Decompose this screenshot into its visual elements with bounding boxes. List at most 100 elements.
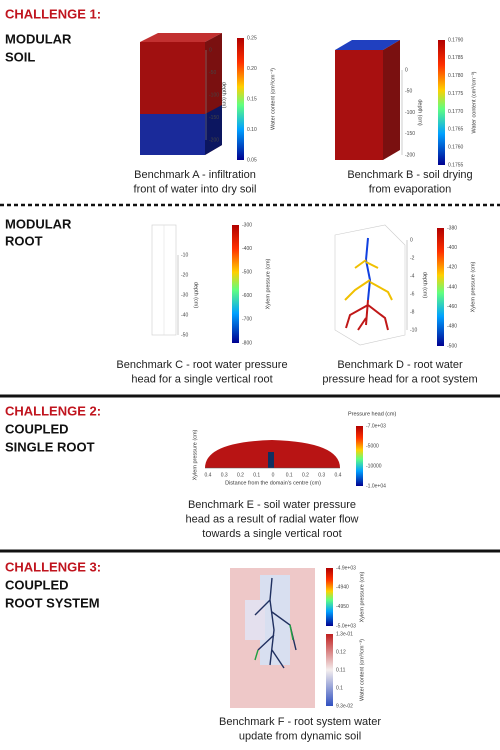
colorbar-tick-label: -7.0e+03 — [366, 423, 386, 429]
caption: from evaporation — [369, 183, 452, 195]
axis-tick-label: -20 — [181, 272, 188, 278]
axis-label: depth (cm) — [193, 282, 199, 308]
section-heading: CHALLENGE 1: — [5, 6, 101, 21]
colorbar-tick-label: -4.9e+03 — [336, 565, 356, 571]
colorbar-label: Water content (cm³/cm⁻³) — [471, 71, 477, 133]
colorbar-tick-label: -4940 — [336, 585, 349, 591]
colorbar-tick-label: 0.1790 — [448, 37, 464, 43]
colorbar-tick-label: 0.10 — [247, 127, 257, 133]
colorbar — [232, 225, 239, 343]
axis-tick-label: 0.2 — [302, 472, 309, 478]
axis-label: depth (cm) — [417, 99, 423, 125]
colorbar-tick-label: -500 — [447, 343, 457, 349]
colorbar-tick-label: -1.0e+04 — [366, 483, 386, 489]
axis-tick-label: -10 — [410, 327, 417, 333]
section-heading: ROOT SYSTEM — [5, 595, 100, 610]
colorbar-tick-label: -5.0e+03 — [336, 623, 356, 629]
axis-tick-label: -50 — [181, 332, 188, 338]
axis-tick-label: 0.4 — [205, 472, 212, 478]
colorbar-tick-label: 0.11 — [336, 667, 346, 673]
axis-tick-label: 0.3 — [221, 472, 228, 478]
colorbar-tick-label: -600 — [242, 293, 252, 299]
colorbar-tick-label: -380 — [447, 225, 457, 231]
colorbar-tick-label: 0.15 — [247, 96, 257, 102]
caption: towards a single vertical root — [202, 528, 341, 540]
section-heading: SINGLE ROOT — [5, 439, 95, 454]
axis-tick-label: -8 — [410, 309, 415, 315]
colorbar-tick-label: -300 — [242, 222, 252, 228]
colorbar-tick-label: 0.05 — [247, 157, 257, 163]
colorbar-tick-label: 0.1 — [336, 685, 343, 691]
axis-tick-label: -10 — [181, 252, 188, 258]
colorbar-tick-label: 0.1755 — [448, 162, 464, 168]
caption: pressure head for a root system — [322, 373, 477, 385]
axis-tick-label: -150 — [209, 115, 219, 121]
colorbar-tick-label: -5000 — [366, 443, 379, 449]
colorbar — [326, 634, 333, 706]
axis-tick-label: -200 — [405, 152, 415, 158]
axis-tick-label: -30 — [181, 292, 188, 298]
axis-tick-label: 0.1 — [253, 472, 260, 478]
colorbar-tick-label: 1.3e-01 — [336, 631, 353, 637]
colorbar-tick-label: 0.1760 — [448, 144, 464, 150]
caption: head as a result of radial water flow — [185, 513, 358, 525]
caption: Benchmark A - infiltration — [134, 169, 256, 181]
colorbar-tick-label: -400 — [447, 245, 457, 251]
axis-tick-label: 0.1 — [286, 472, 293, 478]
caption: Benchmark D - root water — [337, 359, 463, 371]
colorbar — [356, 426, 363, 486]
axis-label: depth (cm) — [422, 272, 428, 298]
section-heading: CHALLENGE 3: — [5, 559, 101, 574]
colorbar — [237, 38, 244, 160]
axis-tick-label: -200 — [209, 137, 219, 143]
colorbar-label: Pressure head (cm) — [348, 411, 396, 417]
axis-tick-label: 0.3 — [318, 472, 325, 478]
colorbar-label: Xylem pressure (cm) — [265, 258, 271, 309]
colorbar-tick-label: -4950 — [336, 604, 349, 610]
colorbar-label: Xylem pressure (cm) — [359, 571, 365, 622]
axis-tick-label: -100 — [209, 92, 219, 98]
axis-tick-label: 0.2 — [237, 472, 244, 478]
colorbar-tick-label: -800 — [242, 340, 252, 346]
colorbar-label: Xylem pressure (cm) — [470, 261, 476, 312]
colorbar-tick-label: 0.1765 — [448, 127, 464, 133]
axis-label: depth (cm) — [221, 82, 227, 108]
axis-tick-label: -150 — [405, 131, 415, 137]
axis-tick-label: 0 — [410, 237, 413, 243]
colorbar-label: Water content (cm³/cm⁻³) — [270, 68, 276, 130]
colorbar-tick-label: -420 — [447, 265, 457, 271]
axis-tick-label: -50 — [209, 70, 216, 76]
axis-label: Distance from the domain's centre (cm) — [225, 480, 321, 486]
axis-tick-label: -6 — [410, 291, 415, 297]
figures — [140, 33, 406, 708]
section-heading: CHALLENGE 2: — [5, 403, 101, 418]
colorbar-tick-label: 0.1775 — [448, 91, 464, 97]
side-label: Xylem pressure (cm) — [192, 429, 198, 480]
section-heading: SOIL — [5, 49, 35, 64]
axis-tick-label: 0 — [209, 47, 212, 53]
section-heading: COUPLED — [5, 421, 69, 436]
caption: Benchmark E - soil water pressure — [188, 499, 356, 511]
axis-tick-label: -4 — [410, 273, 415, 279]
colorbar-tick-label: 0.1770 — [448, 109, 464, 115]
caption: head for a single vertical root — [131, 373, 272, 385]
caption: front of water into dry soil — [134, 183, 257, 195]
section-heading: MODULAR — [5, 31, 72, 46]
caption: Benchmark F - root system water — [219, 716, 381, 728]
section-heading: COUPLED — [5, 577, 69, 592]
caption: Benchmark B - soil drying — [347, 169, 472, 181]
colorbar-tick-label: -480 — [447, 324, 457, 330]
section-heading: MODULAR — [5, 216, 72, 231]
colorbar-tick-label: 0.12 — [336, 649, 346, 655]
colorbar-tick-label: -400 — [242, 246, 252, 252]
axis-tick-label: -50 — [405, 89, 412, 95]
colorbar-tick-label: -500 — [242, 270, 252, 276]
colorbar-tick-label: 0.1780 — [448, 73, 464, 79]
colorbar-tick-label: 0.25 — [247, 35, 257, 41]
colorbar — [438, 40, 445, 165]
colorbar-tick-label: -700 — [242, 317, 252, 323]
colorbar-tick-label: 0.1785 — [448, 55, 464, 61]
axis-tick-label: -100 — [405, 110, 415, 116]
axis-tick-label: 0 — [272, 472, 275, 478]
